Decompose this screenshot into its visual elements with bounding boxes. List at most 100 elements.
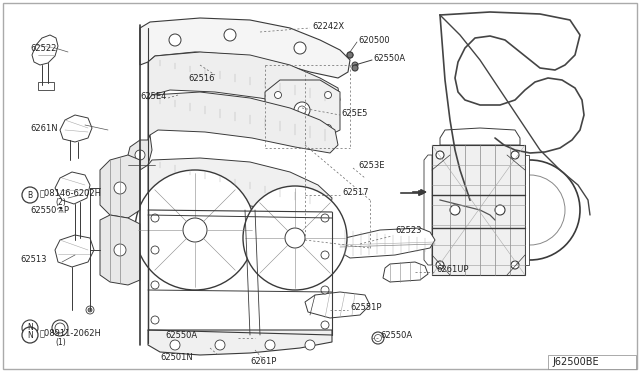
Text: 62550A: 62550A bbox=[373, 54, 405, 62]
Polygon shape bbox=[148, 158, 332, 218]
Polygon shape bbox=[148, 52, 340, 108]
Text: 62513: 62513 bbox=[20, 256, 47, 264]
Text: 62517: 62517 bbox=[342, 187, 369, 196]
Circle shape bbox=[275, 125, 282, 131]
Text: (2): (2) bbox=[55, 198, 66, 206]
Polygon shape bbox=[32, 35, 58, 65]
Text: N: N bbox=[27, 330, 33, 340]
Text: 62551P: 62551P bbox=[350, 304, 381, 312]
Polygon shape bbox=[100, 155, 140, 218]
Polygon shape bbox=[55, 235, 94, 267]
Polygon shape bbox=[340, 228, 435, 258]
Text: 62550A: 62550A bbox=[380, 331, 412, 340]
Circle shape bbox=[88, 308, 92, 312]
Text: 62516: 62516 bbox=[188, 74, 214, 83]
Circle shape bbox=[374, 334, 381, 341]
Text: J62500BE: J62500BE bbox=[552, 357, 598, 367]
Circle shape bbox=[135, 150, 145, 160]
Text: 62523: 62523 bbox=[395, 225, 422, 234]
Text: 6261UP: 6261UP bbox=[436, 266, 468, 275]
Text: Ⓝ08911-2062H: Ⓝ08911-2062H bbox=[40, 328, 102, 337]
Circle shape bbox=[151, 214, 159, 222]
Text: 62550A: 62550A bbox=[165, 331, 197, 340]
Circle shape bbox=[372, 332, 384, 344]
Circle shape bbox=[215, 340, 225, 350]
Circle shape bbox=[321, 251, 329, 259]
Bar bbox=[548, 355, 636, 369]
Circle shape bbox=[275, 92, 282, 99]
Polygon shape bbox=[60, 115, 92, 142]
Circle shape bbox=[324, 125, 332, 131]
Text: 62501N: 62501N bbox=[160, 353, 193, 362]
Text: 62550⚗P: 62550⚗P bbox=[30, 205, 69, 215]
Circle shape bbox=[511, 261, 519, 269]
Circle shape bbox=[22, 327, 38, 343]
Circle shape bbox=[52, 320, 68, 336]
Polygon shape bbox=[100, 215, 140, 285]
Circle shape bbox=[151, 281, 159, 289]
Circle shape bbox=[151, 246, 159, 254]
Circle shape bbox=[436, 151, 444, 159]
Polygon shape bbox=[128, 135, 152, 170]
Polygon shape bbox=[148, 92, 338, 153]
Text: 62522: 62522 bbox=[30, 44, 56, 52]
Text: (1): (1) bbox=[55, 337, 66, 346]
Circle shape bbox=[86, 306, 94, 314]
Circle shape bbox=[249, 332, 261, 344]
Text: 62242X: 62242X bbox=[312, 22, 344, 31]
Circle shape bbox=[347, 52, 353, 58]
Circle shape bbox=[347, 52, 353, 58]
Circle shape bbox=[224, 29, 236, 41]
Circle shape bbox=[265, 340, 275, 350]
Circle shape bbox=[495, 205, 505, 215]
Polygon shape bbox=[148, 330, 332, 355]
Circle shape bbox=[495, 175, 565, 245]
Polygon shape bbox=[525, 155, 529, 265]
Circle shape bbox=[114, 244, 126, 256]
Circle shape bbox=[135, 170, 255, 290]
Text: N: N bbox=[27, 324, 33, 333]
Text: 6261N: 6261N bbox=[30, 124, 58, 132]
Text: B: B bbox=[28, 190, 33, 199]
Circle shape bbox=[349, 54, 351, 57]
Text: 6253E: 6253E bbox=[358, 160, 385, 170]
Circle shape bbox=[294, 102, 310, 118]
Circle shape bbox=[294, 42, 306, 54]
Circle shape bbox=[55, 323, 65, 333]
Polygon shape bbox=[432, 145, 525, 275]
Circle shape bbox=[436, 261, 444, 269]
Circle shape bbox=[450, 205, 460, 215]
Polygon shape bbox=[265, 80, 340, 140]
Circle shape bbox=[352, 62, 358, 68]
Text: 620500: 620500 bbox=[358, 35, 390, 45]
Text: 6261P: 6261P bbox=[250, 357, 276, 366]
Circle shape bbox=[305, 340, 315, 350]
Circle shape bbox=[183, 218, 207, 242]
Circle shape bbox=[324, 92, 332, 99]
Polygon shape bbox=[38, 82, 54, 90]
Circle shape bbox=[170, 340, 180, 350]
Polygon shape bbox=[383, 262, 428, 282]
Circle shape bbox=[22, 320, 38, 336]
Circle shape bbox=[321, 286, 329, 294]
Circle shape bbox=[321, 214, 329, 222]
Circle shape bbox=[321, 321, 329, 329]
Text: 625E5: 625E5 bbox=[341, 109, 367, 118]
Circle shape bbox=[243, 186, 347, 290]
Circle shape bbox=[511, 151, 519, 159]
Polygon shape bbox=[305, 292, 370, 318]
Circle shape bbox=[114, 182, 126, 194]
Circle shape bbox=[151, 316, 159, 324]
Circle shape bbox=[298, 106, 306, 114]
Text: 625E4: 625E4 bbox=[140, 92, 166, 100]
Circle shape bbox=[252, 334, 259, 341]
Circle shape bbox=[480, 160, 580, 260]
Polygon shape bbox=[440, 128, 520, 145]
Text: Ⓐ08146-6202H: Ⓐ08146-6202H bbox=[40, 189, 102, 198]
Circle shape bbox=[285, 228, 305, 248]
Circle shape bbox=[352, 65, 358, 71]
Circle shape bbox=[169, 34, 181, 46]
Polygon shape bbox=[55, 172, 90, 204]
Polygon shape bbox=[140, 18, 350, 78]
Polygon shape bbox=[424, 155, 432, 265]
